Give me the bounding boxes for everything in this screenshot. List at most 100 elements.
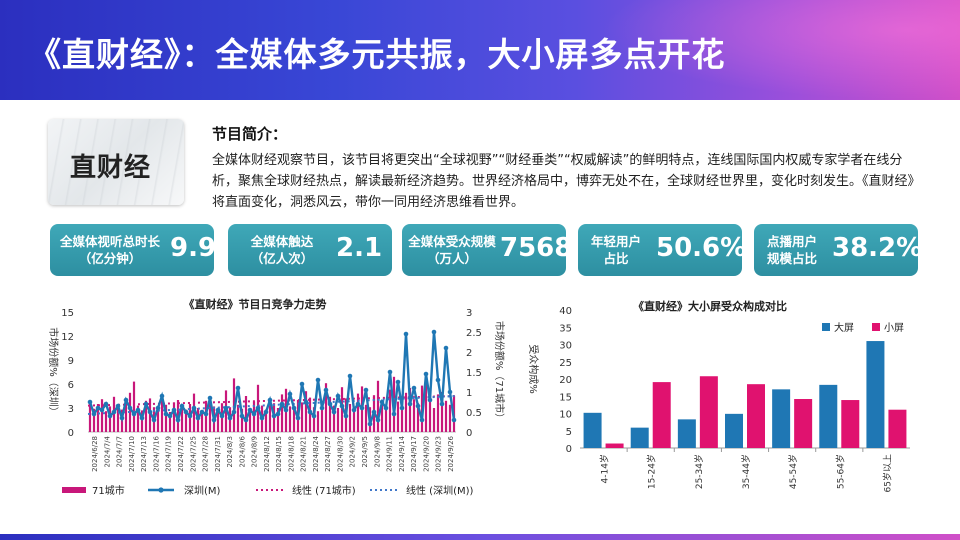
bar — [396, 401, 400, 432]
bar — [244, 396, 248, 432]
y-tick-label: 20 — [559, 375, 572, 386]
y2-axis-label: 市场份额%（71城市） — [493, 321, 506, 423]
line-point — [219, 413, 225, 419]
line-point — [435, 377, 441, 383]
bar — [156, 408, 160, 432]
line-point — [375, 417, 381, 423]
line-point — [171, 407, 177, 413]
x-tick-label: 2024/8/15 — [275, 436, 283, 472]
legend-swatch — [872, 323, 880, 331]
line-point — [207, 395, 213, 401]
line-point — [115, 403, 121, 409]
stat-label-line2: （亿分钟） — [78, 251, 142, 266]
x-tick-label: 25-34岁 — [693, 454, 705, 489]
line-point — [227, 415, 233, 421]
bar — [252, 401, 256, 432]
line-point — [307, 409, 313, 415]
trendline — [87, 395, 457, 407]
line-point — [319, 405, 325, 411]
daily-competitiveness-chart: 《直财经》节目日竞争力走势 0 3 6 9 12 15 0 0.5 1 1.5 2 2.5 3 市场份额%… — [47, 297, 506, 497]
y-tick-label: 6 — [68, 380, 74, 391]
line-point — [223, 405, 229, 411]
bar — [448, 404, 452, 432]
y-tick-label: 9 — [68, 356, 74, 367]
bar — [324, 383, 328, 432]
line-point — [407, 401, 413, 407]
bar — [308, 397, 312, 432]
y-tick-label: 0 — [566, 444, 572, 455]
bar — [104, 411, 108, 432]
bar — [412, 399, 416, 432]
stat-card-vod-users: 点播用户 规模占比 38.2% — [754, 224, 922, 276]
bar — [92, 408, 96, 432]
bar — [888, 409, 907, 448]
bar — [725, 413, 743, 448]
bar — [432, 408, 436, 432]
bar — [200, 411, 204, 432]
bar — [340, 387, 344, 432]
x-tick-label: 2024/7/16 — [153, 435, 161, 471]
bar — [583, 412, 602, 448]
line-point — [411, 385, 417, 391]
bar — [304, 391, 308, 432]
bar — [124, 403, 128, 432]
bar — [148, 398, 152, 432]
x-tick-label: 2024/8/6 — [238, 435, 246, 467]
bar — [866, 341, 885, 448]
line-point — [363, 387, 369, 393]
line-point — [139, 415, 145, 421]
line-point — [251, 411, 257, 417]
x-tick-label: 2024/8/12 — [263, 436, 271, 472]
y2-tick-label: 1.5 — [466, 368, 482, 379]
bar — [164, 404, 168, 432]
bar — [408, 388, 412, 432]
bar — [240, 408, 244, 432]
stat-value: 50.6% — [656, 233, 747, 263]
line-point — [267, 397, 273, 403]
bar — [424, 382, 428, 432]
bar — [248, 408, 252, 432]
line-point — [123, 397, 129, 403]
bar — [630, 427, 649, 448]
bar — [236, 404, 240, 432]
legend-swatch — [822, 323, 830, 331]
bar — [100, 399, 104, 432]
bar — [677, 419, 696, 448]
line-point — [275, 411, 281, 417]
x-tick-label: 45-54岁 — [787, 454, 799, 489]
line-point — [119, 415, 125, 421]
bar — [605, 443, 624, 448]
line-point — [147, 409, 153, 415]
x-tick-label: 2024/8/21 — [300, 436, 308, 472]
line-point — [167, 413, 173, 419]
stat-label: 全媒体受众规模 （万人） — [402, 233, 502, 267]
y-tick-label: 40 — [559, 306, 572, 317]
y2-tick-label: 2.5 — [466, 328, 482, 339]
line-point — [151, 417, 157, 423]
x-tick-label: 2024/8/3 — [226, 436, 234, 467]
x-tick-label: 2024/8/18 — [287, 436, 295, 472]
line-point — [391, 411, 397, 417]
stat-label: 全媒体触达 （亿人次） — [234, 233, 330, 267]
line-point — [303, 399, 309, 405]
bar — [140, 410, 144, 432]
stat-label-line1: 年轻用户 — [590, 234, 641, 249]
line-point — [179, 403, 185, 409]
x-tick-label: 2024/7/4 — [103, 435, 111, 467]
y2-tick-label: 0.5 — [466, 408, 482, 419]
line-point — [195, 415, 201, 421]
bar — [204, 400, 208, 432]
x-tick-label: 2024/9/26 — [447, 435, 455, 471]
line-point — [203, 411, 209, 417]
line-point — [111, 409, 117, 415]
chart2-x-labels: 4-14岁 15-24岁 25-34岁 35-44岁 45-54岁 55-64岁 65岁以上 — [599, 454, 894, 492]
y2-tick-label: 0 — [466, 428, 472, 439]
stat-label: 全媒体视听总时长 （亿分钟） — [54, 233, 166, 267]
bar — [192, 393, 196, 432]
line-point — [235, 385, 241, 391]
line-point — [447, 389, 453, 395]
stat-label-line1: 全媒体受众规模 — [408, 234, 496, 249]
line-point — [283, 407, 289, 413]
line-point — [331, 409, 337, 415]
stat-value: 9.9 — [170, 233, 217, 263]
